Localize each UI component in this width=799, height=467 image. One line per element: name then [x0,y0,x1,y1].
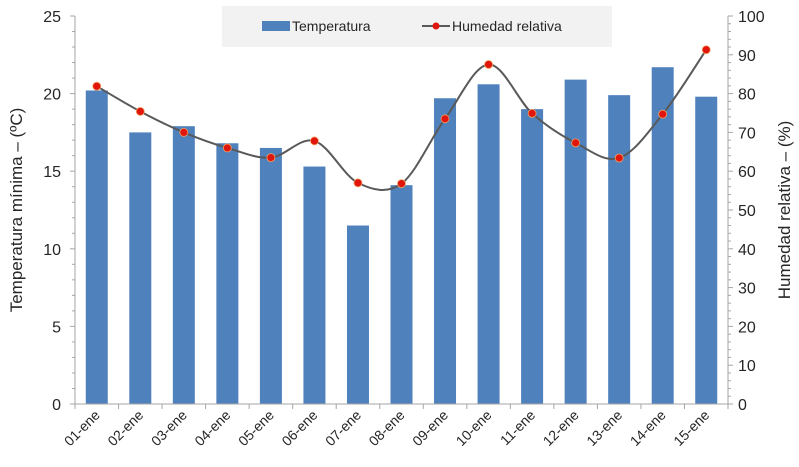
bar-08-ene [390,185,413,404]
x-tick-label: 13-ene [583,407,625,449]
y2-tick-label: 30 [738,281,756,298]
legend-bar-swatch [262,21,290,31]
bar-07-ene [346,225,369,404]
y2-tick-label: 100 [738,9,765,26]
humedad-marker-07-ene [353,178,363,188]
humedad-marker-11-ene [527,108,537,118]
humedad-marker-02-ene [135,107,145,116]
y2-tick-label: 20 [738,319,756,336]
y2-tick-label: 0 [738,397,747,414]
y-axis-title: Temperatura mínima – (ºC) [7,108,26,313]
y-tick-label: 5 [52,319,61,336]
bar-01-ene [85,90,108,404]
bar-06-ene [303,166,326,404]
y2-tick-label: 50 [738,203,756,220]
bar-11-ene [521,109,544,405]
humedad-marker-06-ene [310,136,319,146]
y-tick-label: 10 [43,242,61,259]
bar-04-ene [216,143,239,404]
x-tick-label: 03-ene [148,407,190,449]
legend-label-temperatura: Temperatura [292,18,371,34]
x-tick-label: 14-ene [627,407,669,449]
humedad-marker-09-ene [440,114,450,124]
y-tick-label: 25 [43,9,61,26]
bar-15-ene [695,96,718,404]
y2-tick-label: 70 [738,125,756,142]
y2-tick-label: 80 [738,87,756,104]
y-tick-label: 20 [43,87,61,104]
x-tick-label: 05-ene [235,407,277,449]
humedad-marker-10-ene [484,60,493,69]
x-tick-label: 08-ene [365,407,407,449]
bar-12-ene [564,79,587,404]
x-tick-label: 09-ene [409,407,451,449]
x-tick-label: 07-ene [322,407,364,449]
x-tick-label: 10-ene [453,407,495,449]
y2-tick-label: 60 [738,164,756,181]
bar-02-ene [129,132,152,404]
humedad-marker-01-ene [92,81,102,91]
humedad-marker-13-ene [614,153,624,163]
humedad-marker-03-ene [179,127,189,137]
humedad-marker-12-ene [571,138,581,148]
x-tick-label: 11-ene [497,407,539,449]
y2-axis-title: Humedad relativa – (%) [775,121,794,300]
x-tick-label: 01-ene [61,407,103,449]
humedad-marker-15-ene [701,45,711,55]
bar-03-ene [172,126,195,404]
humedad-marker-04-ene [222,143,232,153]
x-tick-label: 06-ene [278,407,320,449]
humedad-marker-08-ene [397,179,406,189]
bar-05-ene [259,147,282,405]
y2-tick-label: 90 [738,48,756,65]
y2-tick-label: 40 [738,242,756,259]
bar-14-ene [651,67,674,404]
legend-label-humedad: Humedad relativa [452,18,562,34]
bar-10-ene [477,84,500,405]
y-tick-label: 15 [43,164,61,181]
legend-marker [432,22,440,30]
bar-09-ene [434,98,457,405]
humedad-marker-14-ene [658,109,668,119]
humedad-marker-05-ene [266,153,276,163]
bar-13-ene [608,95,631,404]
y2-tick-label: 10 [738,358,756,375]
x-tick-label: 02-ene [104,407,146,449]
x-tick-label: 15-ene [670,407,712,449]
x-tick-label: 04-ene [191,407,233,449]
x-tick-label: 12-ene [540,407,582,449]
y-tick-label: 0 [52,397,61,414]
